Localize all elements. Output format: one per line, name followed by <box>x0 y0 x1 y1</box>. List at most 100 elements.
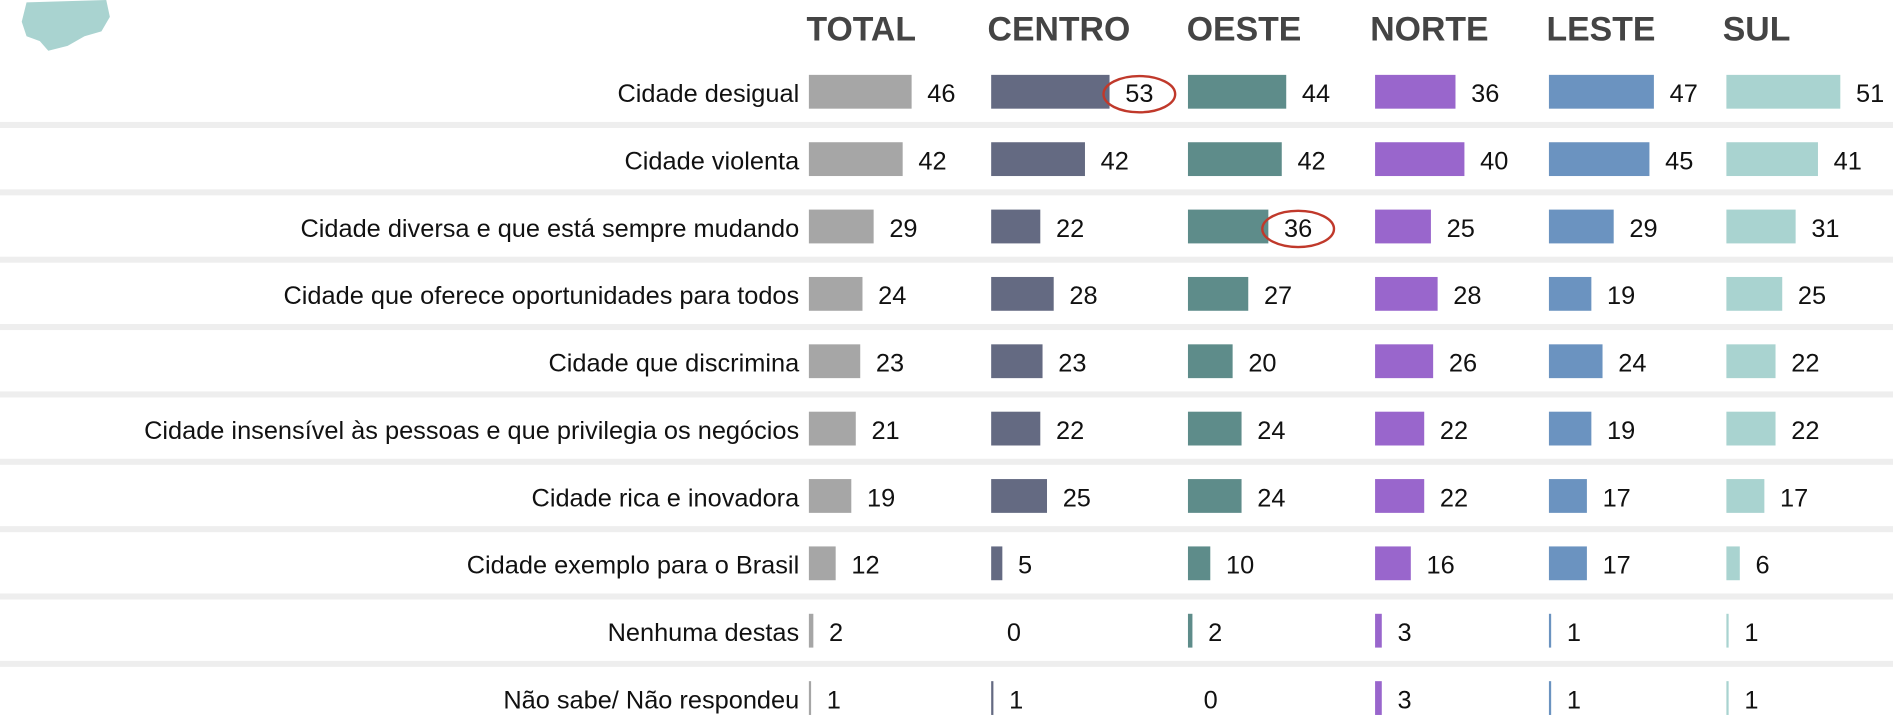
bar <box>1548 344 1603 379</box>
value-label: 5 <box>1018 552 1032 580</box>
bar <box>1375 142 1465 177</box>
legend-header: CENTRO <box>988 10 1131 48</box>
value-label: 47 <box>1670 80 1698 108</box>
bar <box>1187 74 1287 109</box>
value-label: 23 <box>876 350 904 378</box>
row-separator <box>0 189 1893 196</box>
value-label: 23 <box>1058 350 1086 378</box>
value-label: 21 <box>871 417 899 445</box>
value-label: 1 <box>1744 686 1758 714</box>
bar <box>1187 276 1249 311</box>
value-label: 10 <box>1226 552 1254 580</box>
bar <box>991 411 1041 446</box>
value-label: 42 <box>918 147 946 175</box>
value-label: 28 <box>1453 282 1481 310</box>
value-label: 45 <box>1665 147 1693 175</box>
value-label: 25 <box>1063 484 1091 512</box>
bar <box>991 74 1110 109</box>
bar <box>808 74 912 109</box>
highlight-circle <box>1102 74 1177 114</box>
category-label: Não sabe/ Não respondeu <box>503 686 799 714</box>
bar <box>808 344 861 379</box>
value-label: 19 <box>867 484 895 512</box>
value-label: 25 <box>1447 215 1475 243</box>
bar <box>991 276 1054 311</box>
bar <box>808 142 903 177</box>
row-separator <box>0 391 1893 398</box>
value-label: 17 <box>1780 484 1808 512</box>
value-label: 3 <box>1397 686 1411 714</box>
bar <box>1548 74 1654 109</box>
bar <box>1726 546 1740 581</box>
category-label: Cidade que discrimina <box>548 350 800 378</box>
bar <box>1726 613 1729 648</box>
bar <box>991 344 1043 379</box>
bar <box>1375 74 1456 109</box>
value-label: 22 <box>1791 417 1819 445</box>
bar <box>1548 411 1592 446</box>
bar <box>1548 546 1587 581</box>
bar <box>1548 209 1614 244</box>
bar <box>1187 479 1242 513</box>
value-label: 42 <box>1101 147 1129 175</box>
value-label: 22 <box>1056 215 1084 243</box>
legend-header: LESTE <box>1547 10 1656 48</box>
bar <box>1187 344 1233 379</box>
bar <box>1548 142 1650 177</box>
category-label: Cidade rica e inovadora <box>532 484 801 512</box>
value-label: 36 <box>1284 215 1312 243</box>
category-label: Cidade insensível às pessoas e que privi… <box>144 417 799 445</box>
category-label: Cidade violenta <box>624 147 800 175</box>
bar <box>1187 613 1193 648</box>
bar <box>1726 142 1818 177</box>
highlight-circle <box>1261 209 1336 249</box>
bar <box>808 209 874 244</box>
value-label: 31 <box>1811 215 1839 243</box>
value-label: 24 <box>1257 417 1285 445</box>
bar <box>1375 209 1431 244</box>
bar <box>808 613 814 648</box>
value-label: 1 <box>1567 619 1581 647</box>
value-label: 19 <box>1607 282 1635 310</box>
bar <box>1375 411 1425 446</box>
bar <box>991 546 1003 581</box>
value-label: 24 <box>878 282 906 310</box>
bar <box>1375 613 1382 648</box>
value-label: 19 <box>1607 417 1635 445</box>
bar <box>808 546 836 581</box>
bar <box>808 276 863 311</box>
bar <box>1548 479 1587 513</box>
category-label: Cidade desigual <box>617 80 799 108</box>
bar <box>991 142 1085 177</box>
bar <box>1548 681 1552 715</box>
value-label: 29 <box>889 215 917 243</box>
value-label: 26 <box>1449 350 1477 378</box>
legend-header: NORTE <box>1370 10 1488 48</box>
row-separator <box>0 458 1893 465</box>
row-separator <box>0 256 1893 263</box>
row-separator <box>0 121 1893 128</box>
bar <box>1726 74 1841 109</box>
legend-header: OESTE <box>1187 10 1302 48</box>
bar <box>1375 344 1434 379</box>
value-label: 1 <box>1009 686 1023 714</box>
bar <box>1375 546 1411 581</box>
value-label: 16 <box>1427 552 1455 580</box>
value-label: 22 <box>1791 350 1819 378</box>
value-label: 22 <box>1440 484 1468 512</box>
value-label: 36 <box>1471 80 1499 108</box>
bar <box>1375 681 1382 715</box>
value-label: 24 <box>1257 484 1285 512</box>
value-label: 22 <box>1440 417 1468 445</box>
value-label: 0 <box>1204 686 1218 714</box>
category-label: Cidade que oferece oportunidades para to… <box>284 282 800 310</box>
value-label: 22 <box>1056 417 1084 445</box>
bar <box>1726 411 1776 446</box>
map-icon <box>21 0 110 51</box>
bar <box>1726 681 1729 715</box>
value-label: 2 <box>829 619 843 647</box>
value-label: 1 <box>1744 619 1758 647</box>
value-label: 25 <box>1798 282 1826 310</box>
value-label: 46 <box>927 80 955 108</box>
bar <box>1726 479 1765 513</box>
